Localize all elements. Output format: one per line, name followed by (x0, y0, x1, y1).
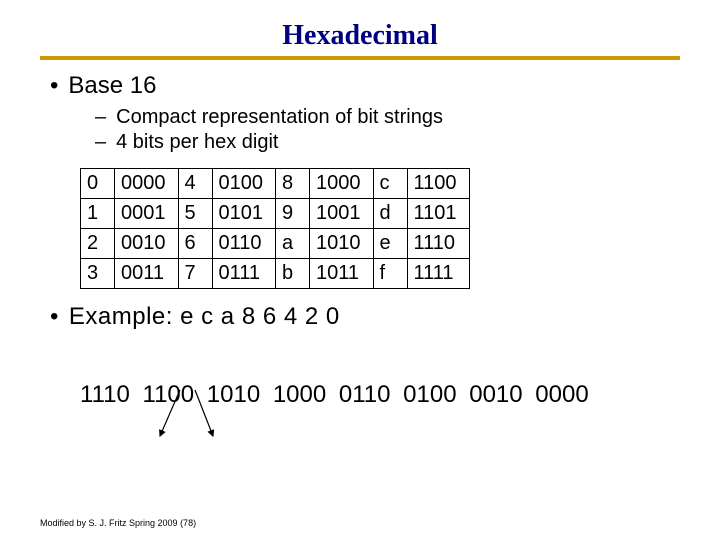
bin-cell: 1011 (310, 259, 374, 289)
hex-cell: 5 (178, 199, 212, 229)
example-hex: e c a 8 6 4 2 0 (180, 303, 340, 330)
hex-cell: 4 (178, 169, 212, 199)
bin-cell: 0000 (115, 169, 179, 199)
bin-cell: 0010 (115, 229, 179, 259)
sub-bullet-2: –4 bits per hex digit (95, 131, 680, 154)
sub-bullet-1-text: Compact representation of bit strings (116, 106, 443, 128)
example-line: • Example: e c a 8 6 4 2 0 (50, 303, 680, 331)
slide-title: Hexadecimal (40, 20, 680, 52)
bin-cell: 1111 (407, 259, 469, 289)
dash-icon: – (95, 106, 106, 128)
sub-bullet-2-text: 4 bits per hex digit (116, 131, 278, 153)
hex-cell: 6 (178, 229, 212, 259)
hex-cell: 9 (276, 199, 310, 229)
example-label: Example: (69, 303, 173, 330)
bin-cell: 0111 (212, 259, 276, 289)
example-binary: 1110 1100 1010 1000 0110 0100 0010 0000 (80, 381, 680, 409)
table-row: 1 0001 5 0101 9 1001 d 1101 (81, 199, 470, 229)
bin-cell: 1101 (407, 199, 469, 229)
hex-cell: 3 (81, 259, 115, 289)
bullet-base16: • Base 16 (50, 72, 680, 100)
bin-cell: 0101 (212, 199, 276, 229)
bin-cell: 1110 (407, 229, 469, 259)
bin-cell: 1100 (407, 169, 469, 199)
hex-cell: 8 (276, 169, 310, 199)
table-row: 2 0010 6 0110 a 1010 e 1110 (81, 229, 470, 259)
hex-cell: 0 (81, 169, 115, 199)
hex-cell: d (373, 199, 407, 229)
footer-text: Modified by S. J. Fritz Spring 2009 (78) (40, 518, 196, 528)
hex-cell: 2 (81, 229, 115, 259)
hex-cell: c (373, 169, 407, 199)
hex-cell: f (373, 259, 407, 289)
bin-cell: 0011 (115, 259, 179, 289)
table-row: 3 0011 7 0111 b 1011 f 1111 (81, 259, 470, 289)
hex-table: 0 0000 4 0100 8 1000 c 1100 1 0001 5 010… (80, 168, 470, 289)
bullet-dot-icon: • (50, 303, 59, 330)
hex-cell: e (373, 229, 407, 259)
dash-icon: – (95, 131, 106, 153)
bin-cell: 1000 (310, 169, 374, 199)
table-row: 0 0000 4 0100 8 1000 c 1100 (81, 169, 470, 199)
hex-cell: b (276, 259, 310, 289)
bin-cell: 0001 (115, 199, 179, 229)
sub-bullet-1: –Compact representation of bit strings (95, 106, 680, 129)
bin-cell: 1010 (310, 229, 374, 259)
bin-cell: 1001 (310, 199, 374, 229)
bullet-base16-text: Base 16 (68, 72, 156, 99)
bullet-dot-icon: • (50, 72, 58, 99)
bin-cell: 0110 (212, 229, 276, 259)
hex-cell: 7 (178, 259, 212, 289)
bin-cell: 0100 (212, 169, 276, 199)
slide: Hexadecimal • Base 16 –Compact representa… (0, 0, 720, 419)
hex-cell: a (276, 229, 310, 259)
title-underline (40, 56, 680, 60)
hex-cell: 1 (81, 199, 115, 229)
